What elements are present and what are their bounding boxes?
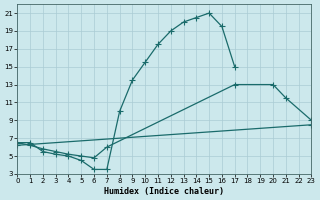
X-axis label: Humidex (Indice chaleur): Humidex (Indice chaleur) xyxy=(104,187,224,196)
